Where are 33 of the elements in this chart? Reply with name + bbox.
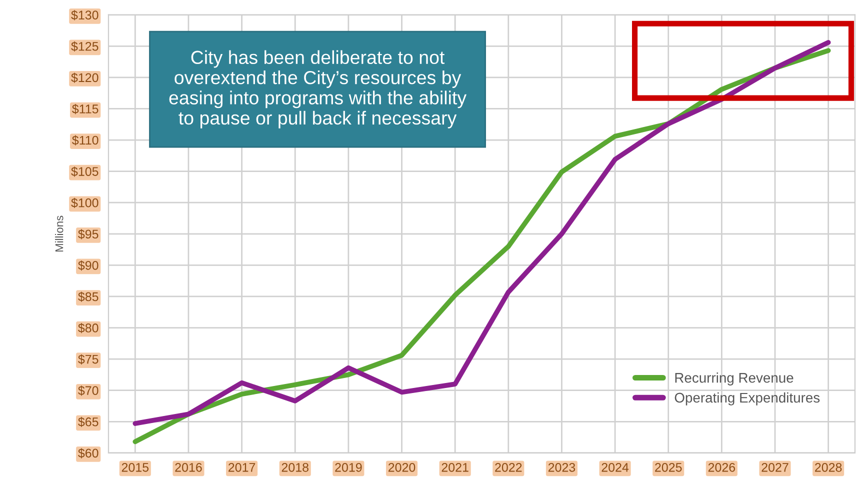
y-tick-label: $75 xyxy=(78,354,98,364)
x-tick-label: 2018 xyxy=(282,462,308,472)
legend-label: Operating Expenditures xyxy=(674,392,820,406)
y-tick-label: $125 xyxy=(71,41,98,52)
x-tick-label: 2020 xyxy=(388,462,416,472)
x-tick-label: 2025 xyxy=(655,462,682,472)
y-tick-label: $100 xyxy=(71,198,98,208)
y-tick-label: $80 xyxy=(78,323,98,334)
x-tick-label: 2026 xyxy=(708,462,736,472)
x-tick-label: 2015 xyxy=(122,462,149,472)
y-tick-label: $70 xyxy=(78,386,98,396)
x-tick-label: 2028 xyxy=(815,462,842,472)
x-tick-label: 2027 xyxy=(762,462,788,472)
y-tick-label: $90 xyxy=(78,260,98,271)
y-tick-label: $110 xyxy=(72,135,98,146)
x-tick-label: 2021 xyxy=(442,462,468,472)
legend-label: Recurring Revenue xyxy=(675,372,794,386)
annotation: City has been deliberate to not overextend the City’s resources by easing into programs with the ability to pause or pull back if necessary xyxy=(169,50,467,128)
y-tick-label: $115 xyxy=(72,104,98,114)
y-tick-label: $105 xyxy=(71,166,98,177)
y-tick-label: $65 xyxy=(78,416,98,428)
y-tick-label: $120 xyxy=(71,72,98,83)
y-axis-title: Millions xyxy=(55,216,64,252)
x-tick-label: 2023 xyxy=(548,462,576,472)
x-tick-label: 2024 xyxy=(602,462,629,472)
y-tick-label: $60 xyxy=(78,448,98,458)
x-tick-label: 2019 xyxy=(335,462,362,472)
x-tick-label: 2022 xyxy=(495,462,522,472)
y-tick-label: $95 xyxy=(78,229,98,240)
y-tick-label: $85 xyxy=(78,292,98,302)
x-tick-label: 2017 xyxy=(228,462,256,472)
x-tick-label: 2016 xyxy=(175,462,202,472)
y-tick-label: $130 xyxy=(71,10,98,20)
